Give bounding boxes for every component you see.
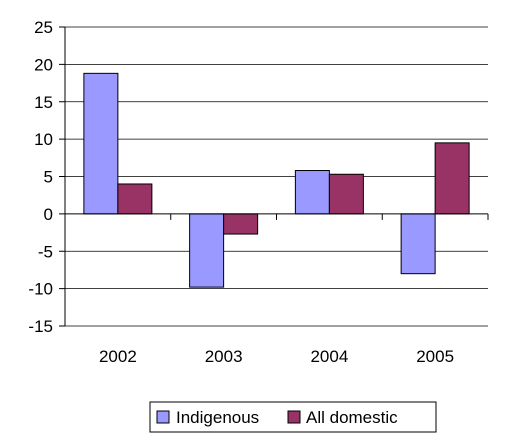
x-tick-label: 2002 <box>99 347 137 366</box>
y-tick-label: 10 <box>34 130 53 149</box>
axes <box>59 26 489 327</box>
bar-indigenous-2004 <box>294 170 330 215</box>
bars <box>83 72 470 288</box>
y-tick-label: 15 <box>34 93 53 112</box>
bar-indigenous-2003 <box>189 213 225 288</box>
y-tick-label: 0 <box>44 205 53 224</box>
x-tick-label: 2003 <box>205 347 243 366</box>
bar-all-domestic-2003 <box>223 213 259 235</box>
y-tick-labels: 25 20 15 10 5 0 -5 -10 -15 <box>28 18 53 336</box>
legend-label-indigenous: Indigenous <box>176 408 259 427</box>
legend-swatch-all-domestic <box>287 410 301 424</box>
bar-indigenous-2005 <box>400 213 436 275</box>
y-tick-label: -5 <box>38 242 53 261</box>
legend-swatch-indigenous <box>156 410 170 424</box>
bar-indigenous-2002 <box>83 72 119 215</box>
y-tick-label: -10 <box>28 280 53 299</box>
y-tick-label: -15 <box>28 317 53 336</box>
y-tick-label: 20 <box>34 55 53 74</box>
bar-all-domestic-2005 <box>434 142 470 215</box>
bar-all-domestic-2004 <box>328 173 364 215</box>
legend: Indigenous All domestic <box>149 401 437 433</box>
bar-all-domestic-2002 <box>117 183 153 215</box>
y-tick-label: 25 <box>34 18 53 37</box>
x-tick-labels: 2002 2003 2004 2005 <box>99 347 454 366</box>
x-tick-label: 2005 <box>416 347 454 366</box>
x-tick-label: 2004 <box>310 347 348 366</box>
gridlines <box>65 26 488 327</box>
y-tick-label: 5 <box>44 168 53 187</box>
legend-label-all-domestic: All domestic <box>306 408 398 427</box>
